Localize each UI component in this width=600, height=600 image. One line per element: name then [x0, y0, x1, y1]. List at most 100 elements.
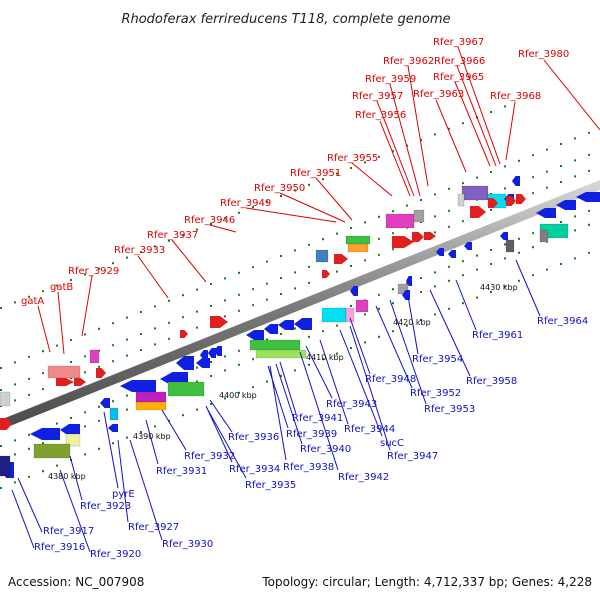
gene-feature-34	[424, 232, 436, 240]
track-dot-inner-lower	[56, 422, 58, 425]
gene-label-rfer3954[interactable]: Rfer_3954	[412, 354, 463, 365]
gene-label-rfer3957[interactable]: Rfer_3957	[352, 91, 403, 102]
gene-label-rfer3941[interactable]: Rfer_3941	[292, 413, 343, 424]
gene-label-gatB[interactable]: gatB	[50, 282, 73, 293]
gene-label-rfer3943[interactable]: Rfer_3943	[326, 399, 377, 410]
track-dot-outer-upper	[182, 316, 184, 319]
gene-label-rfer3930[interactable]: Rfer_3930	[162, 539, 213, 550]
gene-label-rfer3958[interactable]: Rfer_3958	[466, 376, 517, 387]
track-dot-inner-upper	[140, 349, 142, 351]
track-dot-far-upper	[28, 295, 30, 298]
track-dot-inner-upper	[546, 186, 548, 189]
gene-label-rfer3968[interactable]: Rfer_3968	[490, 91, 541, 102]
gene-label-rfer3956[interactable]: Rfer_3956	[355, 110, 406, 121]
gene-label-rfer3952[interactable]: Rfer_3952	[410, 388, 461, 399]
track-dot-mid-upper	[532, 154, 534, 157]
gene-label-gatA[interactable]: gatA	[21, 296, 44, 307]
gene-label-rfer3953[interactable]: Rfer_3953	[424, 404, 475, 415]
track-dot-inner-upper	[378, 253, 380, 256]
leader-line-reverse-2	[59, 469, 91, 553]
track-dot-mid-upper	[56, 344, 58, 347]
gene-feature-49	[30, 428, 60, 440]
gene-label-rfer3965[interactable]: Rfer_3965	[433, 72, 484, 83]
gene-label-rfer3950[interactable]: Rfer_3950	[254, 183, 305, 194]
gene-label-rfer3917[interactable]: Rfer_3917	[43, 526, 94, 537]
gene-label-rfer3967[interactable]: Rfer_3967	[433, 37, 484, 48]
track-dot-outer-upper	[14, 383, 16, 386]
gene-label-rfer3949[interactable]: Rfer_3949	[220, 198, 271, 209]
gene-feature-47	[556, 200, 576, 210]
track-dot-mid-lower	[546, 268, 548, 271]
gene-feature-2	[74, 378, 86, 386]
gene-label-rfer3916[interactable]: Rfer_3916	[34, 542, 85, 553]
track-dot-mid-lower	[574, 257, 576, 260]
gene-label-rfer3923[interactable]: Rfer_3923	[80, 501, 131, 512]
gene-label-sucC[interactable]: sucC	[380, 438, 404, 449]
track-dot-mid-upper	[0, 367, 2, 369]
gene-feature-41	[488, 198, 498, 208]
track-dot-outer-upper	[70, 361, 72, 363]
leader-line-forward-12	[389, 83, 421, 197]
gene-label-rfer3961[interactable]: Rfer_3961	[472, 330, 523, 341]
track-dot-outer-lower	[420, 291, 422, 293]
gene-label-rfer3940[interactable]: Rfer_3940	[300, 444, 351, 455]
label-leader-lines	[11, 46, 600, 553]
leader-line-reverse-7	[145, 419, 159, 465]
track-dot-mid-upper	[462, 182, 464, 185]
gene-label-rfer3962[interactable]: Rfer_3962	[383, 56, 434, 67]
gene-label-pyrE[interactable]: pyrE	[112, 489, 135, 500]
gene-label-rfer3933[interactable]: Rfer_3933	[114, 245, 165, 256]
gene-label-rfer3946[interactable]: Rfer_3946	[184, 215, 235, 226]
track-dot-mid-upper	[14, 361, 16, 364]
gene-feature-59	[108, 424, 118, 432]
gene-feature-19	[249, 339, 301, 351]
track-dot-mid-lower	[154, 425, 156, 428]
gene-label-rfer3938[interactable]: Rfer_3938	[283, 462, 334, 473]
track-dot-mid-upper	[98, 327, 100, 330]
leader-line-reverse-11	[209, 399, 233, 433]
leader-line-reverse-18	[319, 339, 349, 425]
track-dot-mid-upper	[490, 171, 492, 173]
leader-line-forward-1	[57, 291, 65, 355]
track-dot-mid-upper	[84, 333, 86, 336]
gene-label-rfer3959[interactable]: Rfer_3959	[365, 74, 416, 85]
track-dot-outer-upper	[378, 237, 380, 240]
gene-label-rfer3929[interactable]: Rfer_3929	[68, 266, 119, 277]
gene-label-rfer3939[interactable]: Rfer_3939	[286, 429, 337, 440]
genome-summary-text: Topology: circular; Length: 4,712,337 bp…	[261, 575, 592, 589]
gene-label-rfer3920[interactable]: Rfer_3920	[90, 549, 141, 560]
gene-label-rfer3942[interactable]: Rfer_3942	[338, 472, 389, 483]
gene-label-rfer3931[interactable]: Rfer_3931	[156, 466, 207, 477]
track-dot-inner-upper	[14, 399, 16, 402]
track-dot-outer-lower	[196, 380, 198, 383]
gene-label-rfer3980[interactable]: Rfer_3980	[518, 49, 569, 60]
gene-label-rfer3937[interactable]: Rfer_3937	[147, 230, 198, 241]
gene-label-rfer3932[interactable]: Rfer_3932	[184, 451, 235, 462]
gene-feature-68	[500, 232, 508, 240]
leader-line-forward-0	[37, 305, 51, 353]
track-dot-far-upper	[56, 284, 58, 287]
gene-label-rfer3947[interactable]: Rfer_3947	[387, 451, 438, 462]
track-dot-mid-upper	[70, 339, 72, 341]
gene-label-rfer3966[interactable]: Rfer_3966	[434, 56, 485, 67]
track-dot-outer-lower	[238, 363, 240, 366]
gene-label-rfer3963[interactable]: Rfer_3963	[413, 89, 464, 100]
track-dot-inner-lower	[518, 237, 520, 240]
leader-line-reverse-16	[299, 351, 339, 471]
leader-line-reverse-13	[267, 365, 289, 429]
gene-label-rfer3951[interactable]: Rfer_3951	[290, 168, 341, 179]
gene-label-rfer3936[interactable]: Rfer_3936	[228, 432, 279, 443]
track-dot-far-upper	[266, 200, 268, 203]
gene-label-rfer3944[interactable]: Rfer_3944	[344, 424, 395, 435]
gene-label-rfer3927[interactable]: Rfer_3927	[128, 522, 179, 533]
track-dot-far-upper	[504, 105, 506, 108]
gene-label-rfer3934[interactable]: Rfer_3934	[229, 464, 280, 475]
track-dot-mid-upper	[350, 227, 352, 229]
track-dot-inner-lower	[70, 417, 72, 419]
gene-label-rfer3964[interactable]: Rfer_3964	[537, 316, 588, 327]
gene-label-rfer3955[interactable]: Rfer_3955	[327, 153, 378, 164]
gene-label-rfer3948[interactable]: Rfer_3948	[365, 374, 416, 385]
track-dot-inner-upper	[336, 270, 338, 273]
track-dot-outer-lower	[224, 369, 226, 372]
gene-label-rfer3935[interactable]: Rfer_3935	[245, 480, 296, 491]
